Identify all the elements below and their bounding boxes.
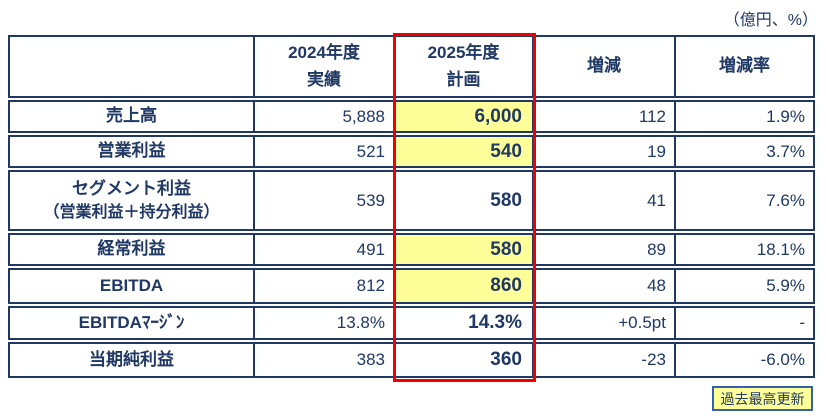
header-rate-label: 増減率 [719, 56, 770, 76]
actual-value: 5,888 [255, 102, 395, 131]
row-label: EBITDAﾏｰｼﾞﾝ [8, 308, 255, 338]
row-label: 経常利益 [8, 235, 255, 264]
actual-value: 13.8% [255, 308, 395, 338]
rate-value: - [676, 308, 815, 338]
actual-value: 383 [255, 344, 395, 376]
table-row-operating-profit: 営業利益 521 540 19 3.7% [8, 135, 815, 168]
financial-table: 2024年度 実績 2025年度 計画 増減 増減率 売上高 5,888 6,0… [8, 35, 815, 380]
change-value: 41 [534, 172, 676, 229]
rate-value: 5.9% [676, 270, 815, 302]
header-change: 増減 [534, 37, 676, 96]
header-plan: 2025年度 計画 [395, 37, 534, 96]
plan-value: 14.3% [395, 308, 534, 338]
rate-value: 1.9% [676, 102, 815, 131]
plan-value: 580 [395, 172, 534, 229]
rate-value: -6.0% [676, 344, 815, 376]
change-value: 19 [534, 137, 676, 166]
row-label: 売上高 [8, 102, 255, 131]
change-value: 89 [534, 235, 676, 264]
header-actual: 2024年度 実績 [255, 37, 395, 96]
change-value: -23 [534, 344, 676, 376]
header-actual-line2: 実績 [307, 69, 341, 89]
row-label: 当期純利益 [8, 344, 255, 376]
plan-value: 540 [395, 137, 534, 166]
change-value: +0.5pt [534, 308, 676, 338]
header-blank-cell [8, 37, 255, 96]
actual-value: 521 [255, 137, 395, 166]
plan-value: 6,000 [395, 102, 534, 131]
rate-value: 3.7% [676, 137, 815, 166]
header-plan-line1: 2025年度 [427, 43, 500, 63]
row-label: 営業利益 [8, 137, 255, 166]
change-value: 112 [534, 102, 676, 131]
row-label-subtitle: （営業利益＋持分利益） [43, 204, 220, 222]
table-row-ebitda-margin: EBITDAﾏｰｼﾞﾝ 13.8% 14.3% +0.5pt - [8, 306, 815, 340]
table-row-ordinary-profit: 経常利益 491 580 89 18.1% [8, 233, 815, 266]
row-label: セグメント利益 （営業利益＋持分利益） [8, 172, 255, 229]
record-high-badge: 過去最高更新 [712, 386, 813, 411]
header-change-label: 増減 [587, 56, 621, 76]
table-row-ebitda: EBITDA 812 860 48 5.9% [8, 268, 815, 304]
plan-value: 860 [395, 270, 534, 302]
plan-value: 580 [395, 235, 534, 264]
row-label: EBITDA [8, 270, 255, 302]
plan-value: 360 [395, 344, 534, 376]
table-row-net-income: 当期純利益 383 360 -23 -6.0% [8, 342, 815, 378]
header-actual-line1: 2024年度 [288, 43, 360, 63]
header-rate: 増減率 [676, 37, 815, 96]
actual-value: 491 [255, 235, 395, 264]
table-header-row: 2024年度 実績 2025年度 計画 増減 増減率 [8, 35, 815, 98]
table-row-sales: 売上高 5,888 6,000 112 1.9% [8, 100, 815, 133]
header-plan-line2: 計画 [446, 69, 481, 89]
rate-value: 18.1% [676, 235, 815, 264]
actual-value: 539 [255, 172, 395, 229]
unit-label: （億円、%） [723, 12, 818, 29]
actual-value: 812 [255, 270, 395, 302]
change-value: 48 [534, 270, 676, 302]
table-row-segment-profit: セグメント利益 （営業利益＋持分利益） 539 580 41 7.6% [8, 170, 815, 231]
rate-value: 7.6% [676, 172, 815, 229]
